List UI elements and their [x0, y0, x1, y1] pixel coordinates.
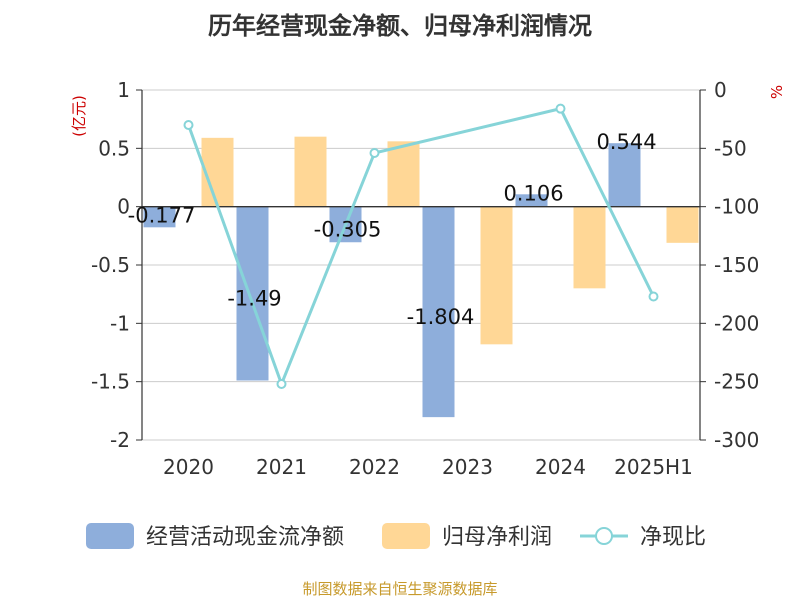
cashflow-data-label: -1.804	[407, 305, 475, 329]
left-tick-label: 0	[117, 195, 130, 219]
ratio-point	[555, 103, 566, 114]
ratio-point	[276, 379, 287, 389]
cashflow-data-label: -0.305	[314, 217, 382, 241]
left-axis-title: (亿元)	[70, 95, 88, 137]
left-tick-label: -1	[110, 311, 130, 335]
net-profit-bar	[480, 206, 513, 345]
x-tick-label: 2020	[163, 455, 214, 479]
left-tick-label: -0.5	[91, 253, 130, 277]
right-tick-label: -100	[714, 195, 759, 219]
legend-swatch	[86, 523, 134, 549]
ratio-line-layer	[183, 103, 659, 389]
legend-ratio: 净现比	[580, 525, 706, 550]
x-tick-label: 2024	[535, 455, 586, 479]
x-tick-label: 2022	[349, 455, 400, 479]
left-tick-label: -2	[110, 428, 130, 452]
cashflow-bar	[422, 206, 455, 418]
legend-cashflow: 经营活动现金流净额	[86, 523, 344, 550]
ratio-point	[183, 120, 194, 130]
legend-label: 经营活动现金流净额	[146, 525, 344, 550]
legend-marker	[595, 527, 613, 545]
right-tick-label: -300	[714, 428, 759, 452]
cashflow-data-label: -0.177	[128, 204, 196, 228]
legend-swatch	[382, 523, 430, 549]
data-labels-layer: -0.177 -1.49 -0.305 -1.804 0.106 0.544	[128, 130, 657, 329]
x-tick-label: 2025H1	[614, 455, 693, 479]
left-tick-label: 0.5	[98, 136, 130, 160]
legend-label: 净现比	[640, 525, 706, 550]
x-tick-label: 2021	[256, 455, 307, 479]
ratio-point	[369, 148, 380, 158]
cashflow-bar	[515, 194, 548, 207]
cashflow-bar	[608, 143, 641, 207]
chart-title: 历年经营现金净额、归母净利润情况	[208, 12, 592, 40]
cashflow-data-label: 0.544	[596, 130, 656, 154]
net-profit-bar	[387, 141, 420, 207]
legend-label: 归母净利润	[442, 525, 552, 550]
net-profit-bar	[666, 206, 699, 243]
bars-layer	[143, 136, 699, 418]
legend: 经营活动现金流净额 归母净利润 净现比	[86, 523, 706, 550]
right-tick-label: 0	[714, 78, 727, 102]
left-tick-label: 1	[117, 78, 130, 102]
net-profit-bar	[573, 206, 606, 289]
cashflow-data-label: -1.49	[227, 287, 281, 311]
right-tick-label: -50	[714, 136, 747, 160]
right-tick-label: -200	[714, 311, 759, 335]
cashflow-bar	[236, 206, 269, 381]
axes-layer: 1 0.5 0 -0.5 -1 -1.5 -2 0 -50 -100 -150 -200 -250 -30…	[70, 78, 786, 479]
left-tick-label: -1.5	[91, 370, 130, 394]
source-note: 制图数据来自恒生聚源数据库	[302, 580, 498, 598]
right-tick-label: -150	[714, 253, 759, 277]
right-tick-label: -250	[714, 370, 759, 394]
cashflow-bar	[143, 206, 176, 228]
ratio-point	[648, 291, 659, 302]
right-axis-title: %	[768, 85, 786, 99]
legend-net-profit: 归母净利润	[382, 523, 552, 550]
net-profit-bar	[294, 136, 327, 207]
cashflow-data-label: 0.106	[503, 181, 563, 205]
x-tick-label: 2023	[442, 455, 493, 479]
